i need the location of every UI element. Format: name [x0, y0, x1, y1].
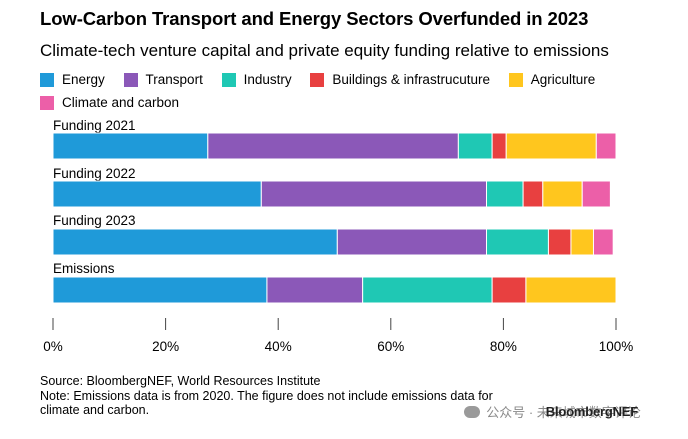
legend-item-buildings: Buildings & infrastrucuture: [310, 70, 490, 90]
bar-segment: [336, 228, 488, 256]
legend-label: Agriculture: [530, 72, 596, 87]
legend-item-energy: Energy: [40, 70, 105, 90]
bar-segment: [457, 132, 493, 160]
legend-swatch: [123, 73, 138, 87]
bar-segment: [362, 276, 493, 304]
x-tick-label: 0%: [43, 339, 63, 354]
x-tick-label: 40%: [265, 339, 292, 354]
legend-swatch: [221, 73, 236, 87]
legend-swatch: [40, 96, 54, 110]
bar-segment: [491, 132, 507, 160]
source-notes: Source: BloombergNEF, World Resources In…: [40, 374, 510, 418]
legend-label: Buildings & infrastrucuture: [332, 72, 490, 87]
bar-segment: [486, 228, 549, 256]
bar-segment: [266, 276, 364, 304]
legend: Energy Transport Industry Buildings & in…: [40, 70, 640, 116]
legend-label: Climate and carbon: [62, 95, 180, 110]
watermark: 公众号 · 未来城市数字评论 BloombergNEF: [464, 402, 641, 421]
bar-segment: [486, 180, 524, 208]
bar-segment: [525, 276, 617, 304]
bar-segment: [52, 132, 209, 160]
legend-item-industry: Industry: [221, 70, 292, 90]
bar-segment: [207, 132, 459, 160]
category-label: Funding 2022: [53, 166, 136, 181]
bar-segment: [542, 180, 583, 208]
legend-label: Energy: [62, 72, 105, 87]
category-label: Funding 2021: [53, 118, 136, 133]
chart-subtitle: Climate-tech venture capital and private…: [40, 41, 609, 60]
bar-segment: [52, 180, 262, 208]
bar-segment: [260, 180, 488, 208]
bar-segment: [522, 180, 544, 208]
x-tick-label: 60%: [377, 339, 404, 354]
x-tick-label: 100%: [599, 339, 634, 354]
wechat-icon: [464, 405, 481, 418]
chart-title: Low-Carbon Transport and Energy Sectors …: [40, 8, 589, 29]
legend-item-agriculture: Agriculture: [508, 70, 596, 90]
legend-item-transport: Transport: [123, 70, 203, 90]
legend-label: Transport: [145, 72, 203, 87]
legend-label: Industry: [243, 72, 292, 87]
bar-segment: [581, 180, 611, 208]
brand-logo: BloombergNEF: [545, 404, 638, 419]
note-text: Note: Emissions data is from 2020. The f…: [40, 388, 493, 403]
x-tick-label: 80%: [490, 339, 517, 354]
note-text-continued: climate and carbon.: [40, 403, 150, 417]
bar-segment: [592, 228, 614, 256]
bar-segment: [505, 132, 597, 160]
bar-segment: [491, 276, 527, 304]
bar-segment: [570, 228, 594, 256]
bar-segment: [595, 132, 617, 160]
x-tick-label: 20%: [152, 339, 179, 354]
category-label: Funding 2023: [53, 213, 136, 228]
source-text: Source: BloombergNEF, World Resources In…: [40, 374, 321, 388]
legend-swatch: [40, 73, 54, 87]
bar-segment: [547, 228, 572, 256]
category-label: Emissions: [53, 261, 115, 276]
bar-segment: [52, 276, 268, 304]
watermark-text: 公众号 · 未来城市数字评论: [486, 405, 641, 420]
legend-swatch: [310, 73, 325, 87]
bar-segment: [52, 228, 338, 256]
legend-swatch: [508, 73, 523, 87]
legend-item-climate: Climate and carbon: [40, 93, 179, 113]
